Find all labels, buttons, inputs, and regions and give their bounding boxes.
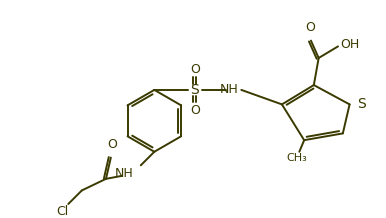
Text: CH₃: CH₃: [286, 153, 307, 163]
Text: NH: NH: [219, 83, 238, 96]
Text: S: S: [191, 83, 199, 97]
Text: NH: NH: [114, 167, 133, 180]
Text: Cl: Cl: [56, 205, 69, 218]
Text: O: O: [190, 104, 200, 117]
Text: S: S: [357, 97, 366, 111]
Text: OH: OH: [340, 38, 359, 51]
Text: O: O: [107, 138, 117, 151]
Text: O: O: [190, 63, 200, 76]
Text: O: O: [305, 21, 315, 34]
